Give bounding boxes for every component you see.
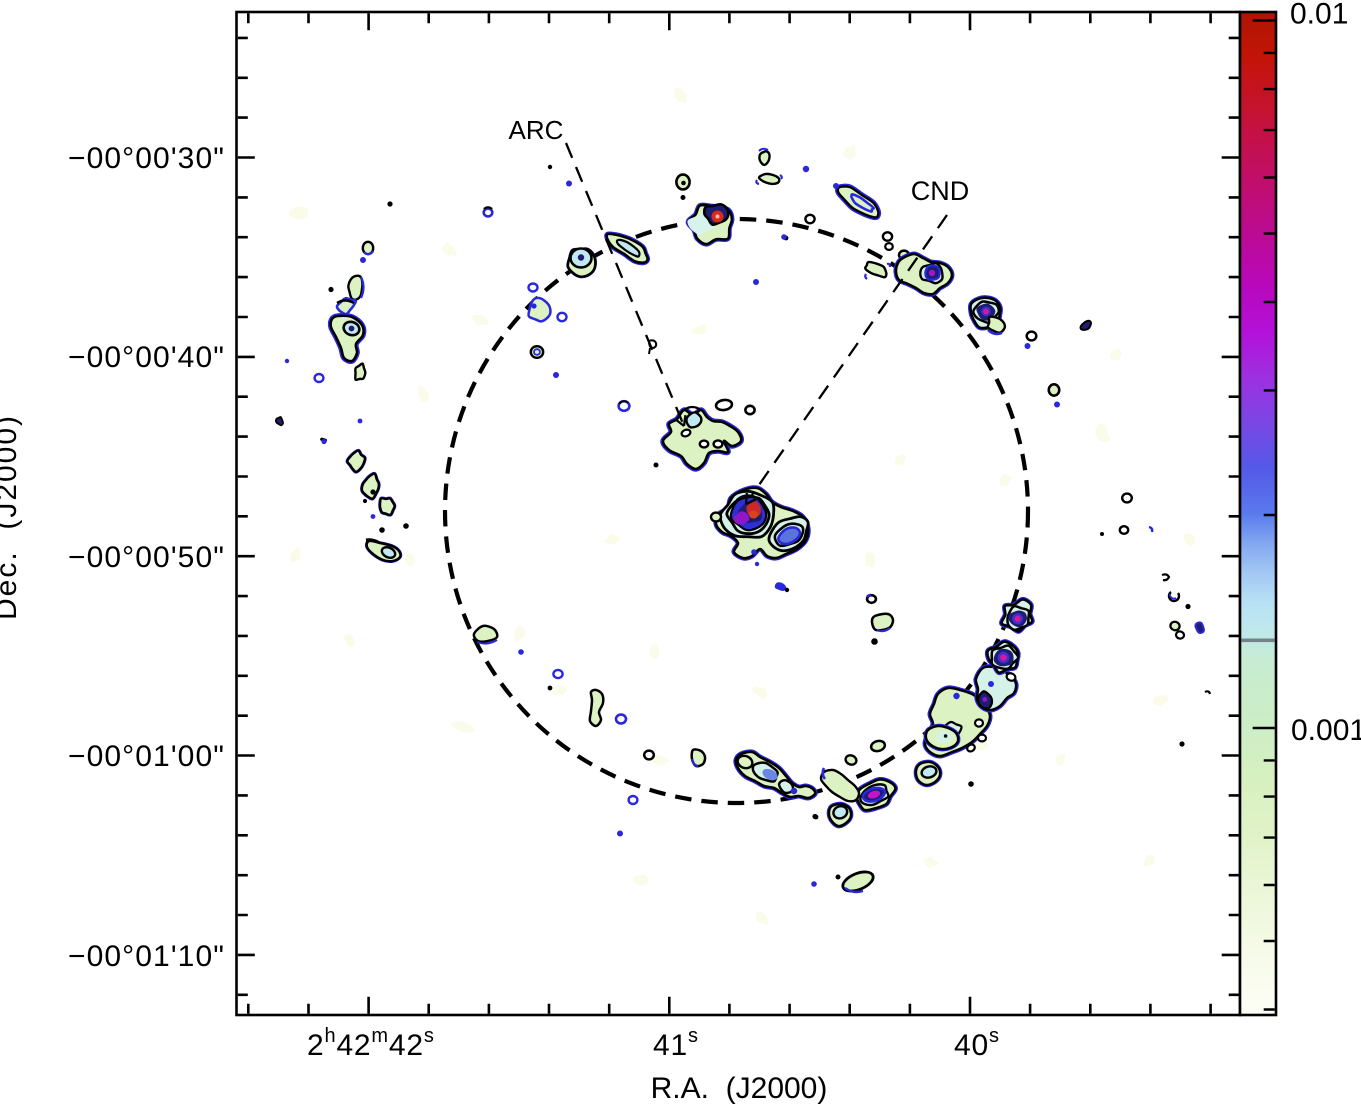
svg-text:0.01: 0.01 xyxy=(1290,0,1348,31)
svg-text:Dec. (J2000): Dec. (J2000) xyxy=(0,414,23,620)
svg-text:R.A. (J2000): R.A. (J2000) xyxy=(651,1072,828,1105)
svg-text:0.001: 0.001 xyxy=(1291,714,1361,747)
svg-text:−00°01'00": −00°01'00" xyxy=(68,740,225,773)
svg-text:−00°00'40": −00°00'40" xyxy=(68,341,225,374)
svg-text:CND: CND xyxy=(911,176,970,206)
svg-text:ARC: ARC xyxy=(509,115,564,145)
svg-text:−00°00'50": −00°00'50" xyxy=(68,541,225,574)
svg-text:−00°01'10": −00°01'10" xyxy=(68,940,225,973)
svg-text:−00°00'30": −00°00'30" xyxy=(68,142,225,175)
svg-text:2h42m42s: 2h42m42s xyxy=(307,1025,435,1062)
